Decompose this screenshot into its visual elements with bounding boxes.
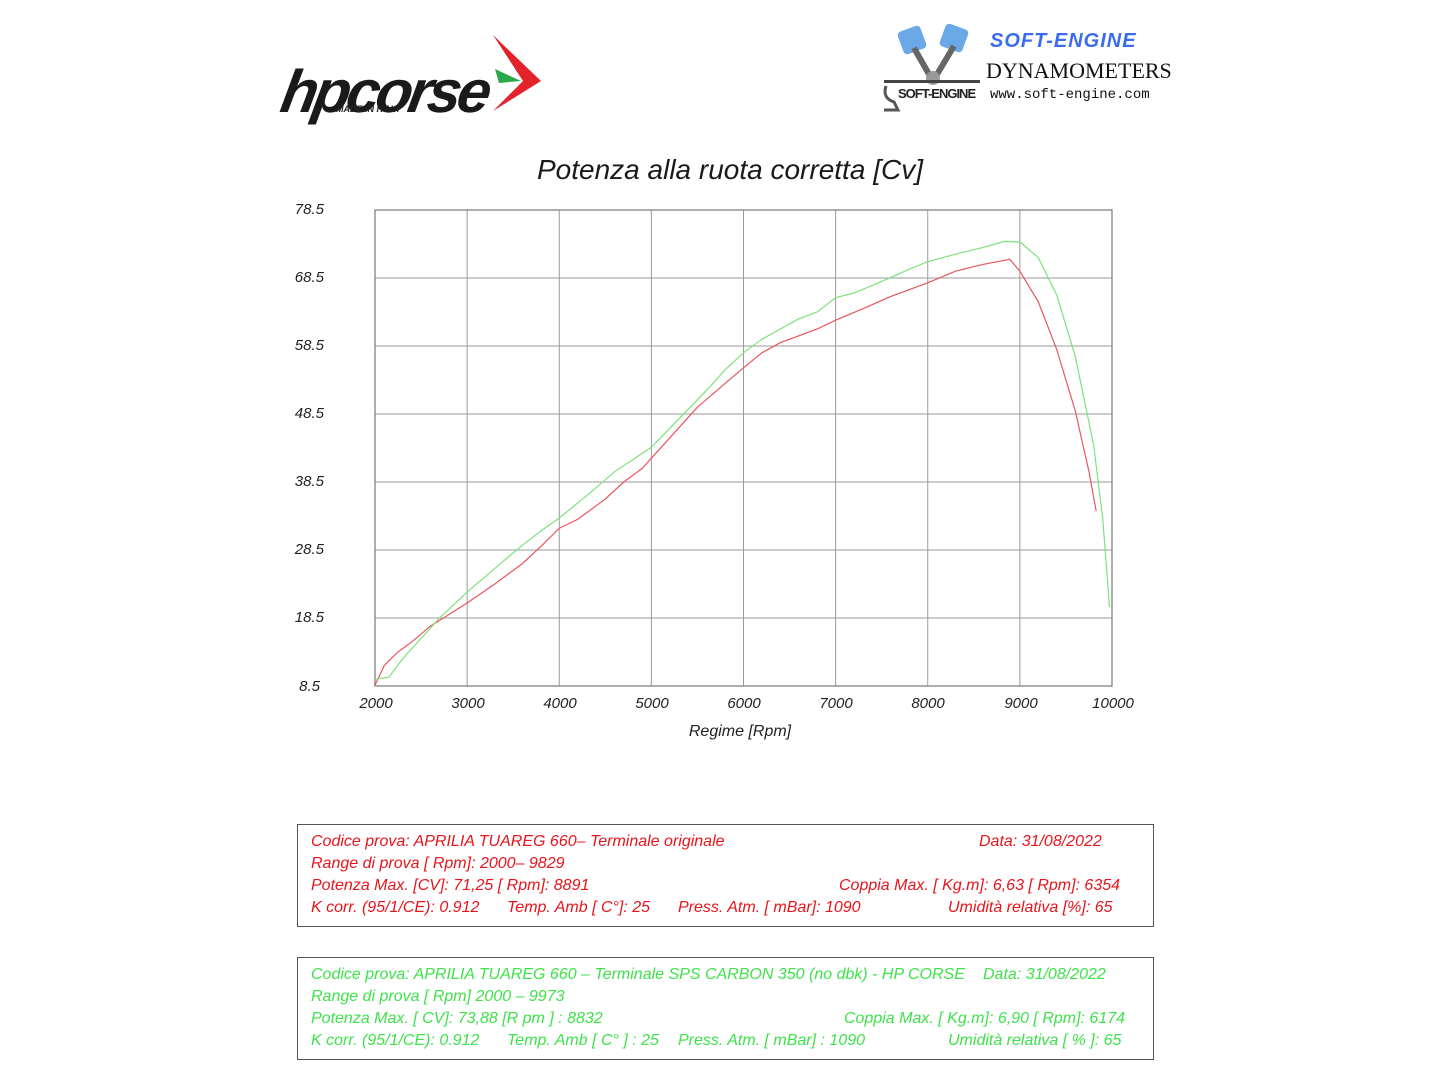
- series-original-line: [374, 258, 1097, 686]
- y-tick: 68.5: [294, 269, 324, 286]
- soft-engine-logo: SOFT-ENGINE SOFT-ENGINE DYNAMOMETERS www…: [880, 24, 1172, 112]
- y-tick: 78.5: [294, 201, 324, 218]
- soft-engine-brand: SOFT-ENGINE: [990, 30, 1137, 52]
- chart-title: Potenza alla ruota corretta [Cv]: [537, 154, 923, 185]
- x-tick: 7000: [819, 695, 853, 712]
- y-tick: 38.5: [294, 473, 324, 490]
- k-corr: K corr. (95/1/CE): 0.912: [311, 1032, 480, 1049]
- y-tick: 48.5: [294, 405, 324, 422]
- grid-lines: [374, 209, 1113, 687]
- x-tick: 4000: [543, 695, 577, 712]
- test-code: Codice prova: APRILIA TUAREG 660 – Termi…: [311, 966, 965, 983]
- max-power: Potenza Max. [ CV]: 73,88 [R pm ] : 8832: [311, 1010, 603, 1027]
- soft-engine-mark: SOFT-ENGINE: [898, 86, 976, 101]
- test-date: Data: 31/08/2022: [979, 833, 1102, 850]
- atm-pressure: Press. Atm. [ mBar] : 1090: [678, 1032, 866, 1049]
- plot-frame: [374, 209, 1113, 687]
- ambient-temp: Temp. Amb [ C° ] : 25: [507, 1032, 659, 1049]
- x-tick: 6000: [727, 695, 761, 712]
- test-date: Data: 31/08/2022: [983, 966, 1106, 983]
- max-torque: Coppia Max. [ Kg.m]: 6,90 [ Rpm]: 6174: [844, 1010, 1126, 1027]
- series-sps-carbon-line: [374, 240, 1111, 680]
- test-range: Range di prova [ Rpm] 2000 – 9973: [311, 988, 565, 1005]
- max-torque: Coppia Max. [ Kg.m]: 6,63 [ Rpm]: 6354: [839, 877, 1121, 894]
- x-tick: 5000: [635, 695, 669, 712]
- atm-pressure: Press. Atm. [ mBar]: 1090: [678, 899, 861, 916]
- y-tick: 18.5: [294, 609, 324, 626]
- x-axis-label: Regime [Rpm]: [688, 723, 792, 740]
- pistons-icon: [883, 24, 980, 112]
- dynamometers-label: DYNAMOMETERS: [986, 58, 1172, 83]
- y-tick: 28.5: [294, 541, 324, 558]
- y-tick: 8.5: [299, 678, 320, 695]
- test-range: Range di prova [ Rpm]: 2000– 9829: [311, 855, 565, 872]
- k-corr: K corr. (95/1/CE): 0.912: [311, 899, 480, 916]
- hpcorse-logo: hpcorse MADE IN ITALY: [276, 28, 545, 125]
- x-tick: 8000: [911, 695, 945, 712]
- x-tick: 3000: [451, 695, 485, 712]
- x-tick: 2000: [359, 695, 393, 712]
- hpcorse-tagline: MADE IN ITALY: [336, 104, 402, 114]
- y-tick: 58.5: [294, 337, 324, 354]
- power-chart-plot: [374, 209, 1113, 687]
- humidity: Umidità relativa [ % ]: 65: [948, 1032, 1122, 1049]
- info-box-sps-carbon: Codice prova: APRILIA TUAREG 660 – Termi…: [297, 957, 1154, 1060]
- max-power: Potenza Max. [CV]: 71,25 [ Rpm]: 8891: [311, 877, 590, 894]
- italian-chevron-icon: [493, 35, 541, 111]
- x-tick: 9000: [1004, 695, 1038, 712]
- x-tick: 10000: [1092, 695, 1134, 712]
- test-code: Codice prova: APRILIA TUAREG 660– Termin…: [311, 833, 725, 850]
- ambient-temp: Temp. Amb [ C°]: 25: [507, 899, 651, 916]
- humidity: Umidità relativa [%]: 65: [948, 899, 1113, 916]
- soft-engine-url: www.soft-engine.com: [990, 87, 1150, 103]
- info-box-original: Codice prova: APRILIA TUAREG 660– Termin…: [297, 824, 1154, 927]
